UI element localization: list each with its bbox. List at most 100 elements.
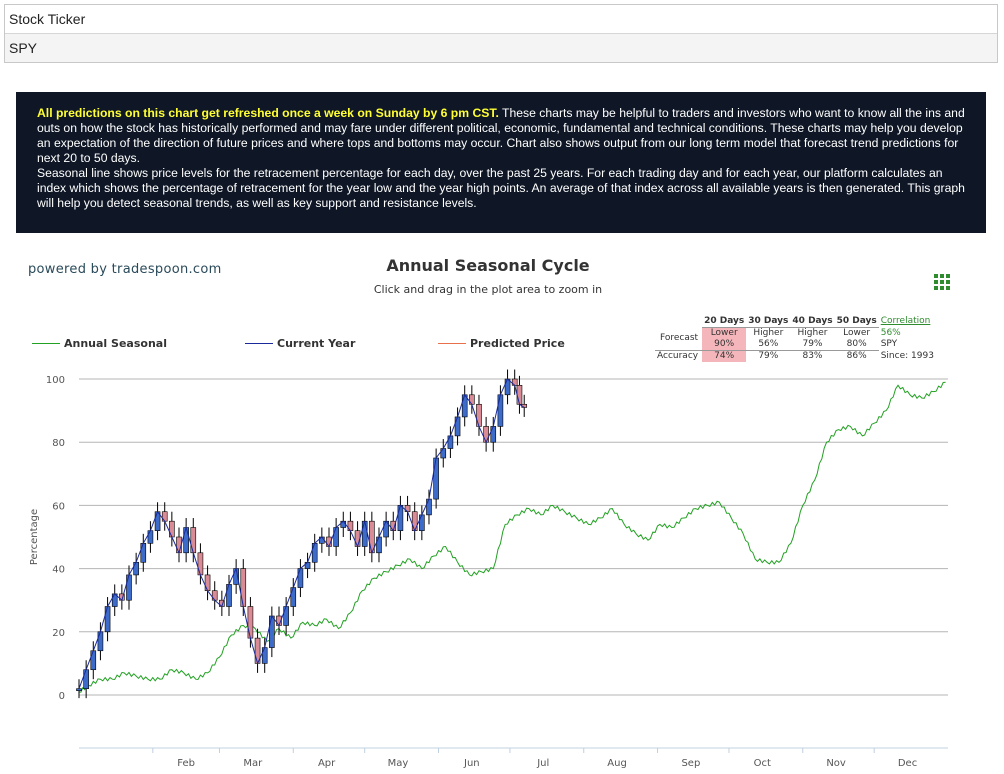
candle-body — [90, 650, 97, 671]
chart-container[interactable]: 0 20 40 60 80 100 Feb Mar Apr May Jun Jul Aug Sep Oct N… — [0, 240, 1004, 774]
candle-body — [461, 394, 468, 418]
candle-body — [226, 584, 232, 607]
candle-body — [140, 543, 147, 563]
fc-pct: 90% — [702, 339, 747, 351]
candle-body — [516, 385, 523, 405]
legend-swatch-seasonal — [32, 342, 60, 344]
x-tick-label: Nov — [826, 758, 846, 769]
candle-body — [76, 688, 82, 691]
chart-plot[interactable]: 0 20 40 60 80 100 Feb Mar Apr May Jun Jul Aug Sep Oct N… — [0, 240, 1004, 774]
candle-body — [497, 394, 504, 427]
y-tick-label: 20 — [52, 628, 65, 639]
candle-body — [419, 514, 425, 531]
candle-body — [104, 606, 111, 633]
x-tick-label: Feb — [177, 758, 195, 769]
x-tick-label: Sep — [681, 758, 700, 769]
candle-body — [483, 426, 489, 443]
fc-pct: 79% — [802, 339, 823, 349]
candle-body — [376, 536, 382, 554]
y-tick-label: 40 — [52, 565, 65, 576]
fc-pct: 80% — [846, 339, 867, 349]
fc-header: 30 Days — [746, 316, 791, 328]
candle-body — [433, 457, 439, 500]
candle-body — [447, 435, 454, 449]
fc-header: 40 Days — [790, 316, 835, 328]
candle-body — [333, 527, 339, 547]
fc-since: Since: 1993 — [880, 350, 934, 361]
candle-body — [297, 568, 304, 588]
x-tick-label: Jun — [463, 758, 480, 769]
y-tick-label: 0 — [59, 691, 65, 702]
candle-body — [147, 530, 154, 544]
legend-label-current: Current Year — [277, 337, 356, 350]
candle-body — [361, 520, 368, 547]
ticker-input[interactable]: SPY — [5, 34, 997, 62]
fc-pct: 56% — [758, 339, 779, 349]
info-banner: All predictions on this chart get refres… — [16, 92, 986, 233]
chart-subtitle: Click and drag in the plot area to zoom … — [373, 283, 603, 296]
forecast-table: 20 Days 30 Days 40 Days 50 Days Correlat… — [655, 316, 936, 362]
candle-body — [211, 590, 218, 601]
candle-body — [426, 498, 432, 516]
candle-body — [397, 505, 404, 531]
candle-body — [283, 606, 289, 626]
x-tick-label: Oct — [754, 758, 771, 769]
candle-body — [204, 574, 211, 592]
candle-body — [190, 527, 197, 554]
legend-current-year[interactable]: Current Year — [245, 337, 355, 350]
banner-highlight: All predictions on this chart get refres… — [37, 106, 499, 120]
chart-menu-icon[interactable] — [934, 274, 950, 290]
candle-body — [97, 631, 104, 652]
candle-body — [169, 520, 175, 538]
candle-body — [83, 669, 89, 689]
candle-body — [440, 448, 447, 459]
legend-predicted-price[interactable]: Predicted Price — [438, 337, 565, 350]
powered-by: powered by tradespoon.com — [28, 262, 222, 277]
candle-body — [290, 587, 297, 607]
candle-body — [240, 568, 247, 607]
candle-body — [261, 647, 268, 664]
fc-header: 20 Days — [702, 316, 747, 328]
fc-dir: Lower — [702, 327, 747, 339]
x-tick-label: Apr — [318, 758, 336, 769]
candle-body — [469, 394, 475, 405]
candle-body — [183, 527, 189, 554]
x-tick-label: Aug — [607, 758, 627, 769]
y-axis-title: Percentage — [29, 509, 40, 565]
candle-body — [311, 543, 318, 563]
fc-accuracy-label: Accuracy — [655, 350, 703, 362]
fc-accuracy: 79% — [746, 350, 791, 362]
fc-forecast-label: Forecast — [660, 333, 699, 344]
candle-body — [126, 574, 132, 601]
series-annual-seasonal — [78, 381, 946, 693]
fc-header: 50 Days — [834, 316, 879, 328]
candle-body — [504, 378, 511, 396]
x-tick-label: Mar — [243, 758, 263, 769]
chart-title: Annual Seasonal Cycle — [386, 256, 590, 275]
fc-accuracy: 74% — [702, 350, 747, 362]
ticker-label: Stock Ticker — [5, 5, 997, 34]
candle-body — [490, 426, 497, 443]
banner-paragraph-1: All predictions on this chart get refres… — [37, 106, 966, 166]
y-tick-label: 60 — [52, 501, 65, 512]
candle-body — [347, 520, 354, 531]
fc-accuracy: 83% — [790, 350, 835, 362]
legend-annual-seasonal[interactable]: Annual Seasonal — [32, 337, 167, 350]
legend-swatch-current — [245, 342, 273, 344]
banner-text-1: These charts may be helpful to traders a… — [37, 106, 965, 165]
correlation-value: 56% — [880, 327, 901, 338]
fc-symbol: SPY — [880, 339, 898, 350]
fc-accuracy: 86% — [834, 350, 879, 362]
correlation-link[interactable]: Correlation — [880, 316, 931, 327]
fc-dir: Higher — [797, 328, 828, 338]
candle-body — [454, 416, 461, 437]
candle-body — [247, 606, 254, 639]
banner-text-2: Seasonal line shows price levels for the… — [37, 166, 965, 210]
ticker-box: Stock Ticker SPY — [4, 4, 998, 63]
legend-label-predicted: Predicted Price — [470, 337, 565, 350]
legend-label-seasonal: Annual Seasonal — [64, 337, 167, 350]
candle-body — [269, 615, 275, 648]
candle-body — [161, 511, 168, 522]
x-tick-label: Dec — [898, 758, 917, 769]
x-tick-label: Jul — [536, 758, 549, 769]
